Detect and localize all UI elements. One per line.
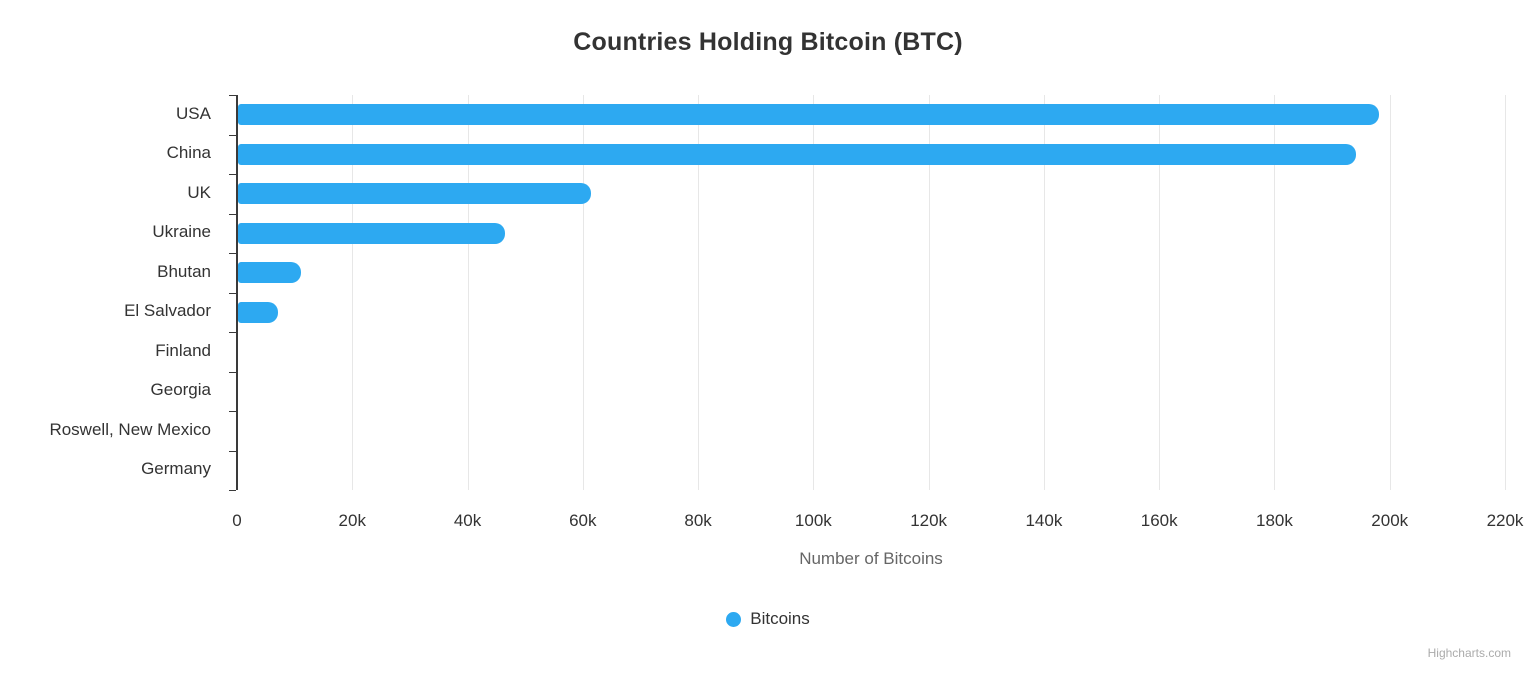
category-label-germany: Germany [141,459,211,479]
legend-item-bitcoins[interactable]: Bitcoins [0,609,1536,629]
category-label-usa: USA [176,103,211,123]
category-label-ukraine: Ukraine [152,222,211,242]
category-label-bhutan: Bhutan [157,261,211,281]
category-label-georgia: Georgia [150,380,211,400]
gridline-160k [1159,95,1161,490]
legend-label[interactable]: Bitcoins [750,609,810,628]
gridline-100k [813,95,815,490]
x-tick-label-220k: 220k [1486,511,1524,530]
category-label-china: China [166,143,211,163]
axis-tick [229,253,236,254]
axis-tick [229,213,236,215]
bar-usa[interactable] [238,104,1380,126]
plot-area [229,95,1506,491]
axis-tick [229,490,236,491]
axis-tick [229,174,236,175]
gridline-60k [582,95,584,490]
category-axis-line [236,95,238,490]
x-tick-label-100k: 100k [794,511,832,530]
bar-bhutan[interactable] [238,262,302,284]
x-tick-label-200k: 200k [1371,511,1409,530]
x-tick-label-0: 0 [232,511,242,530]
bar-uk[interactable] [238,183,591,205]
bar-ukraine[interactable] [238,222,506,244]
axis-tick [229,411,236,412]
axis-tick [229,95,236,96]
x-tick-label-160k: 160k [1140,511,1178,530]
xaxis-title: Number of Bitcoins [799,549,943,568]
x-tick-label-60k: 60k [569,511,597,530]
axis-tick [229,134,236,136]
category-label-finland: Finland [155,340,211,360]
category-label-roswell-new-mexico: Roswell, New Mexico [49,419,211,439]
axis-tick [229,371,236,373]
gridline-20k [352,95,354,490]
category-label-el-salvador: El Salvador [124,301,211,321]
chart-title: Countries Holding Bitcoin (BTC) [573,28,963,56]
axis-tick [229,450,236,452]
gridline-80k [698,95,700,490]
highcharts-credits-link[interactable]: Highcharts.com [1427,646,1511,660]
category-axis-labels: USA China UK Ukraine Bhutan El Salvador Finlan… [0,95,211,490]
x-tick-label-180k: 180k [1256,511,1293,530]
gridline-120k [928,95,930,490]
gridline-140k [1043,95,1045,490]
bar-china[interactable] [238,143,1357,165]
gridline-200k [1389,95,1391,490]
x-tick-label-140k: 140k [1025,511,1063,530]
axis-tick [229,332,236,333]
legend-marker-icon [726,611,742,627]
x-tick-label-20k: 20k [338,511,366,530]
x-tick-label-80k: 80k [684,511,712,530]
gridline-40k [467,95,469,490]
category-label-uk: UK [187,182,211,202]
bar-el-salvador[interactable] [238,301,279,323]
value-axis-labels: 0 20k 40k 60k 80k 100k 120k 140k 160k 180k 200k 220… [232,511,1523,535]
gridline-220k [1505,95,1506,490]
axis-tick [229,292,236,294]
gridline-180k [1274,95,1276,490]
x-tick-label-40k: 40k [453,511,482,530]
x-tick-label-120k: 120k [910,511,948,530]
